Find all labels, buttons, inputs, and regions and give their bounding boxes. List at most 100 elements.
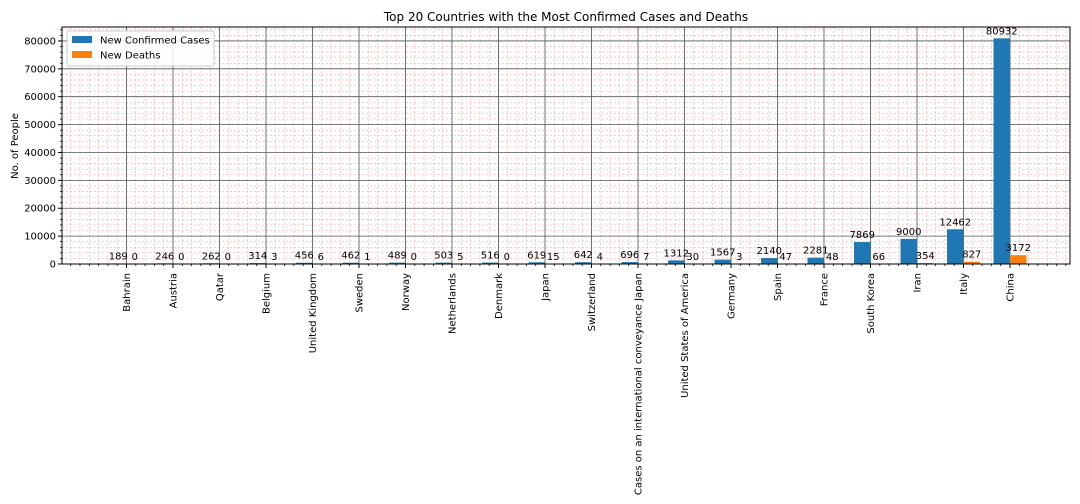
data-label: 262 — [202, 251, 221, 262]
data-label: 462 — [341, 251, 360, 262]
data-label: 1 — [364, 252, 370, 263]
data-label: 0 — [504, 252, 510, 263]
bar-confirmed-10 — [575, 262, 592, 264]
x-tick-label: Austria — [169, 273, 180, 308]
y-axis-label: No. of People — [10, 113, 21, 179]
bar-confirmed-15 — [807, 257, 824, 264]
legend-label-deaths: New Deaths — [100, 51, 160, 62]
legend-box: New Confirmed Cases New Deaths — [66, 30, 215, 67]
bar-confirmed-19 — [993, 38, 1010, 264]
data-label: 12462 — [939, 217, 971, 228]
data-label: 2140 — [757, 246, 782, 257]
bar-confirmed-7 — [435, 262, 452, 264]
legend: New Confirmed Cases New Deaths — [66, 30, 215, 67]
data-label: 66 — [872, 252, 885, 263]
bar-confirmed-6 — [389, 262, 406, 264]
data-label: 47 — [779, 252, 792, 263]
data-label: 48 — [826, 252, 839, 263]
data-label: 456 — [295, 251, 314, 262]
y-tick-label: 30000 — [24, 176, 56, 187]
chart-title: Top 20 Countries with the Most Confirmed… — [383, 10, 748, 24]
legend-label-confirmed: New Confirmed Cases — [100, 36, 210, 47]
data-label: 4 — [597, 252, 603, 263]
x-tick-label: Iran — [913, 273, 924, 293]
data-label: 5 — [457, 252, 463, 263]
y-tick-label: 80000 — [24, 36, 56, 47]
plot-frame — [61, 26, 1071, 265]
x-tick-label: Cases on an international conveyance Jap… — [634, 273, 645, 495]
bar-confirmed-8 — [482, 262, 499, 264]
bar-confirmed-17 — [900, 238, 917, 264]
y-tick-label: 0 — [50, 260, 56, 271]
data-labels: 189 246 262 314 456 462 489 503 516 619 642 696 1312… — [109, 26, 1031, 263]
data-label: 314 — [248, 251, 267, 262]
x-tick-label: Germany — [727, 273, 738, 319]
data-label: 7869 — [850, 230, 875, 241]
x-tick-label: Italy — [959, 273, 970, 295]
y-tick-label: 20000 — [24, 204, 56, 215]
data-label: 1567 — [710, 248, 735, 259]
bar-confirmed-12 — [668, 260, 685, 264]
y-tick-label: 60000 — [24, 92, 56, 103]
data-label: 827 — [962, 250, 981, 261]
data-label: 354 — [916, 251, 935, 262]
x-tick-label: United Kingdom — [308, 273, 319, 353]
bar-confirmed-16 — [854, 242, 871, 264]
data-label: 189 — [109, 251, 128, 262]
x-tick-label: France — [820, 273, 831, 306]
data-label: 1312 — [664, 248, 689, 259]
bar-deaths-18 — [963, 261, 980, 264]
legend-background — [66, 30, 215, 67]
data-label: 3172 — [1006, 243, 1031, 254]
data-label: 0 — [178, 252, 184, 263]
legend-swatch-confirmed — [72, 36, 92, 43]
bars — [110, 38, 1027, 264]
data-label: 642 — [574, 250, 593, 261]
bar-confirmed-4 — [296, 262, 313, 264]
grid — [62, 27, 1070, 265]
data-label: 30 — [686, 252, 699, 263]
y-tick-label: 50000 — [24, 120, 56, 131]
data-label: 0 — [411, 252, 417, 263]
data-label: 503 — [434, 251, 453, 262]
x-tick-label: Bahrain — [122, 273, 133, 312]
x-tick-label: China — [1006, 273, 1017, 302]
x-tick-label: United States of America — [680, 273, 691, 398]
y-tick-label: 40000 — [24, 148, 56, 159]
x-tick-label: South Korea — [866, 273, 877, 334]
x-tick-label: Denmark — [494, 273, 505, 319]
y-tick-label: 70000 — [24, 64, 56, 75]
data-label: 2281 — [803, 246, 828, 257]
bar-confirmed-18 — [947, 229, 964, 264]
data-label: 0 — [132, 252, 138, 263]
data-label: 246 — [155, 251, 174, 262]
x-tick-label: Sweden — [355, 273, 366, 313]
bar-confirmed-11 — [621, 262, 638, 264]
data-label: 15 — [547, 252, 560, 263]
bar-confirmed-13 — [714, 259, 731, 264]
data-label: 0 — [225, 252, 231, 263]
y-tick-label: 10000 — [24, 232, 56, 243]
data-label: 7 — [643, 252, 649, 263]
data-label: 619 — [527, 250, 546, 261]
x-tick-label: Qatar — [215, 272, 226, 301]
axes: 0100002000030000400005000060000700008000… — [24, 26, 1071, 495]
data-label: 489 — [388, 251, 407, 262]
data-label: 696 — [620, 250, 639, 261]
x-tick-label: Netherlands — [448, 273, 459, 334]
x-tick-label: Switzerland — [587, 273, 598, 331]
x-tick-label: Norway — [401, 273, 412, 311]
legend-swatch-deaths — [72, 51, 92, 58]
bar-confirmed-5 — [342, 262, 359, 264]
bar-confirmed-14 — [761, 258, 778, 264]
x-tick-label: Japan — [541, 273, 552, 302]
data-label: 3 — [271, 252, 277, 263]
data-label: 6 — [318, 252, 324, 263]
data-label: 3 — [736, 252, 742, 263]
data-label: 516 — [481, 251, 500, 262]
bar-confirmed-9 — [528, 262, 545, 264]
x-tick-label: Belgium — [262, 273, 273, 314]
data-label: 80932 — [986, 26, 1018, 37]
data-label: 9000 — [896, 227, 921, 238]
